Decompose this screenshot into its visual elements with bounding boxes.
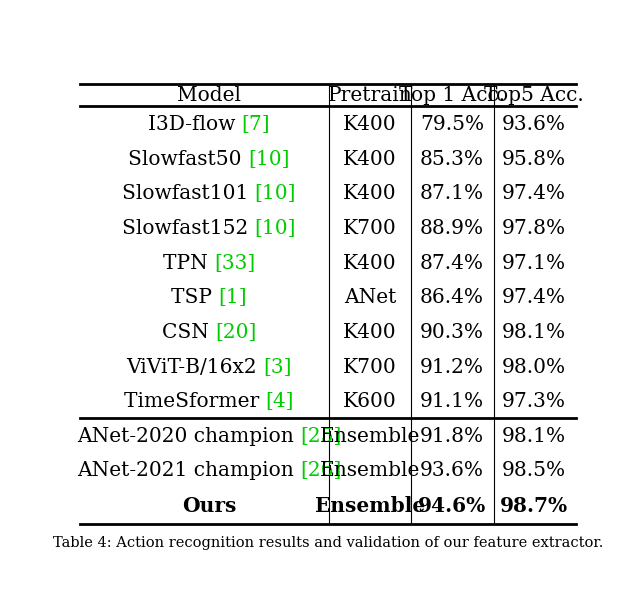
Text: 97.1%: 97.1% — [502, 254, 566, 273]
Text: Ensemble: Ensemble — [315, 495, 426, 516]
Text: [3]: [3] — [263, 357, 292, 376]
Text: 91.2%: 91.2% — [420, 357, 484, 376]
Text: 85.3%: 85.3% — [420, 150, 484, 169]
Text: Model: Model — [177, 86, 241, 105]
Text: TSP: TSP — [171, 288, 218, 307]
Text: K700: K700 — [343, 219, 397, 238]
Text: [10]: [10] — [255, 184, 296, 203]
Text: Top5 Acc.: Top5 Acc. — [484, 86, 584, 105]
Text: K400: K400 — [343, 115, 397, 134]
Text: 98.5%: 98.5% — [502, 461, 566, 480]
Text: [4]: [4] — [266, 392, 294, 411]
Text: 90.3%: 90.3% — [420, 323, 484, 342]
Text: TimeSformer: TimeSformer — [124, 392, 266, 411]
Text: K400: K400 — [343, 150, 397, 169]
Text: 95.8%: 95.8% — [502, 150, 566, 169]
Text: 93.6%: 93.6% — [420, 461, 484, 480]
Text: [26]: [26] — [300, 461, 341, 480]
Text: Pretrain: Pretrain — [328, 86, 413, 105]
Text: [25]: [25] — [300, 427, 341, 446]
Text: Ensemble: Ensemble — [320, 461, 420, 480]
Text: 93.6%: 93.6% — [502, 115, 566, 134]
Text: CSN: CSN — [162, 323, 215, 342]
Text: ANet: ANet — [344, 288, 396, 307]
Text: ViViT-B/16x2: ViViT-B/16x2 — [126, 357, 263, 376]
Text: K400: K400 — [343, 254, 397, 273]
Text: 79.5%: 79.5% — [420, 115, 484, 134]
Text: [10]: [10] — [248, 150, 290, 169]
Text: [7]: [7] — [241, 115, 270, 134]
Text: 97.4%: 97.4% — [502, 184, 566, 203]
Text: TPN: TPN — [163, 254, 214, 273]
Text: 87.4%: 87.4% — [420, 254, 484, 273]
Text: 98.0%: 98.0% — [502, 357, 566, 376]
Text: 98.1%: 98.1% — [502, 323, 566, 342]
Text: 98.1%: 98.1% — [502, 427, 566, 446]
Text: Slowfast152: Slowfast152 — [122, 219, 255, 238]
Text: K700: K700 — [343, 357, 397, 376]
Text: 88.9%: 88.9% — [420, 219, 484, 238]
Text: K400: K400 — [343, 323, 397, 342]
Text: Slowfast50: Slowfast50 — [128, 150, 248, 169]
Text: K600: K600 — [343, 392, 397, 411]
Text: I3D-flow: I3D-flow — [148, 115, 241, 134]
Text: [1]: [1] — [218, 288, 247, 307]
Text: Top 1 Acc.: Top 1 Acc. — [399, 86, 505, 105]
Text: Slowfast101: Slowfast101 — [122, 184, 255, 203]
Text: 91.1%: 91.1% — [420, 392, 484, 411]
Text: 97.3%: 97.3% — [502, 392, 566, 411]
Text: Ensemble: Ensemble — [320, 427, 420, 446]
Text: [33]: [33] — [214, 254, 255, 273]
Text: Table 4: Action recognition results and validation of our feature extractor.: Table 4: Action recognition results and … — [53, 535, 603, 549]
Text: 87.1%: 87.1% — [420, 184, 484, 203]
Text: [20]: [20] — [215, 323, 256, 342]
Text: 94.6%: 94.6% — [418, 495, 486, 516]
Text: 86.4%: 86.4% — [420, 288, 484, 307]
Text: [10]: [10] — [255, 219, 296, 238]
Text: 97.8%: 97.8% — [502, 219, 566, 238]
Text: ANet-2021 champion: ANet-2021 champion — [77, 461, 300, 480]
Text: 91.8%: 91.8% — [420, 427, 484, 446]
Text: K400: K400 — [343, 184, 397, 203]
Text: 97.4%: 97.4% — [502, 288, 566, 307]
Text: 98.7%: 98.7% — [500, 495, 568, 516]
Text: Ours: Ours — [182, 495, 236, 516]
Text: ANet-2020 champion: ANet-2020 champion — [77, 427, 300, 446]
